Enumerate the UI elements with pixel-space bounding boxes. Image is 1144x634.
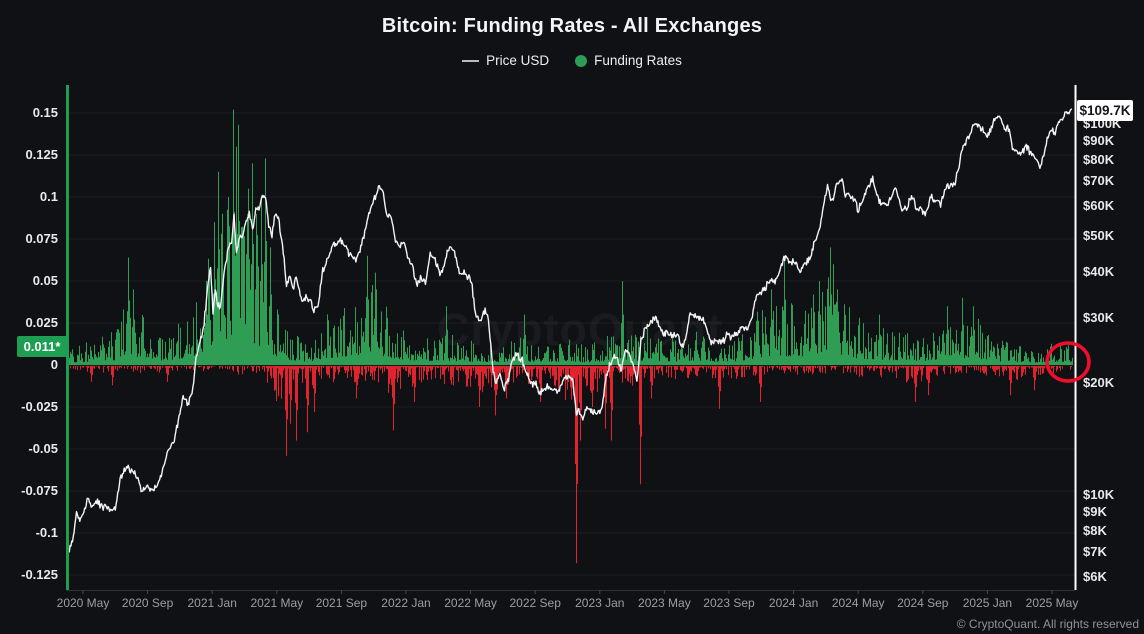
right-axis-tick: $50K bbox=[1083, 227, 1115, 243]
legend-funding-label: Funding Rates bbox=[594, 53, 682, 68]
x-axis-tick: 2023 May bbox=[638, 596, 691, 610]
right-axis-tick: $9K bbox=[1083, 503, 1107, 519]
legend-price-label: Price USD bbox=[486, 53, 550, 68]
funding-current-value-badge: 0.011* bbox=[17, 336, 67, 357]
left-axis-tick: 0.05 bbox=[32, 273, 58, 288]
right-axis-tick: $80K bbox=[1083, 151, 1115, 167]
x-axis-tick: 2021 Jan bbox=[187, 596, 237, 610]
x-axis-tick: 2022 May bbox=[444, 596, 497, 610]
x-axis-tick: 2020 Sep bbox=[121, 596, 174, 610]
x-axis-tick: 2022 Jan bbox=[381, 596, 431, 610]
right-axis-tick: $30K bbox=[1083, 309, 1115, 325]
right-axis-tick: $90K bbox=[1083, 132, 1115, 148]
latest-price-label: $109.7K bbox=[1077, 100, 1133, 121]
annotation-circle bbox=[1045, 341, 1091, 383]
legend: Price USD Funding Rates bbox=[0, 53, 1144, 68]
x-axis-tick: 2025 Jan bbox=[962, 596, 1013, 610]
right-axis-tick: $6K bbox=[1083, 569, 1107, 585]
page-title: Bitcoin: Funding Rates - All Exchanges bbox=[381, 15, 763, 37]
left-axis-tick: 0.125 bbox=[25, 147, 58, 162]
x-axis-tick: 2025 May bbox=[1025, 596, 1079, 610]
right-axis-tick: $40K bbox=[1083, 263, 1115, 279]
left-axis-tick: -0.075 bbox=[21, 483, 58, 498]
x-axis-tick: 2023 Sep bbox=[703, 596, 755, 610]
legend-item-price[interactable]: Price USD bbox=[462, 53, 549, 68]
left-axis-tick: 0.025 bbox=[25, 315, 58, 330]
price-line-icon bbox=[462, 59, 480, 62]
right-axis-tick: $60K bbox=[1083, 198, 1115, 214]
x-axis-tick: 2024 May bbox=[831, 596, 885, 610]
left-axis-tick: -0.025 bbox=[21, 399, 58, 414]
x-axis-tick: 2021 Sep bbox=[315, 596, 368, 610]
right-axis-tick: $7K bbox=[1083, 544, 1107, 560]
left-axis-tick: -0.05 bbox=[28, 441, 58, 456]
left-axis-tick: -0.125 bbox=[21, 567, 58, 582]
left-axis-tick: -0.1 bbox=[35, 525, 58, 540]
right-axis-tick: $10K bbox=[1083, 487, 1115, 502]
left-axis-tick: 0.15 bbox=[32, 105, 58, 120]
x-axis-tick: 2023 Jan bbox=[575, 596, 625, 610]
left-axis-tick: 0.075 bbox=[25, 231, 58, 246]
copyright-notice: © CryptoQuant. All rights reserved bbox=[956, 617, 1139, 631]
right-axis-tick: $8K bbox=[1083, 522, 1107, 538]
right-axis-tick: $70K bbox=[1083, 173, 1115, 189]
left-axis-tick: 0 bbox=[50, 357, 58, 372]
x-axis-tick: 2021 May bbox=[250, 596, 304, 610]
x-axis-tick: 2022 Sep bbox=[509, 596, 561, 610]
right-axis-tick: $20K bbox=[1083, 375, 1115, 391]
x-axis-tick: 2024 Jan bbox=[768, 596, 819, 610]
left-axis-tick: 0.1 bbox=[39, 189, 58, 204]
x-axis-tick: 2020 May bbox=[56, 596, 110, 610]
legend-item-funding[interactable]: Funding Rates bbox=[575, 53, 682, 68]
x-axis-tick: 2024 Sep bbox=[897, 596, 949, 610]
funding-dot-icon bbox=[575, 54, 588, 67]
